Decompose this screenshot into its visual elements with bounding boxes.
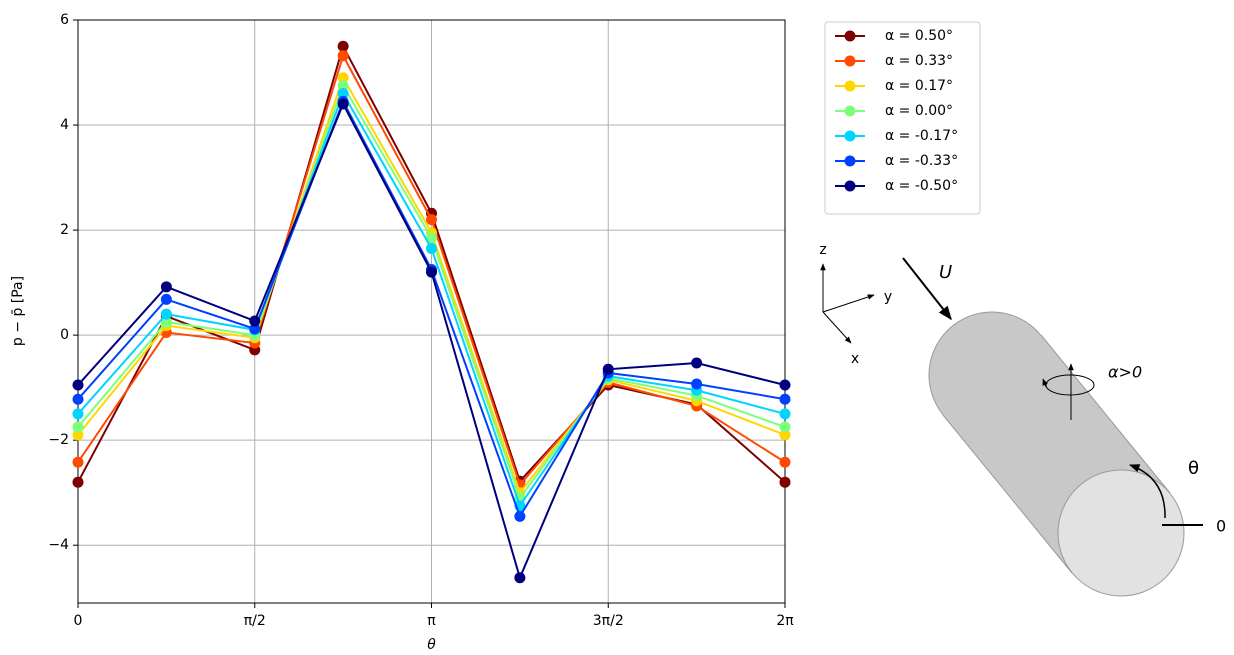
data-point [779,476,791,488]
y-tick-label: −2 [48,432,69,448]
data-point [779,429,791,441]
y-tick-label: 6 [60,12,69,28]
cylinder-edge [942,414,1073,574]
data-point [779,393,791,405]
data-point [337,40,349,52]
legend-label: α = -0.50° [885,178,958,194]
data-point [160,281,172,293]
data-point [160,308,172,320]
angle-label: θ [1188,458,1199,479]
legend-label: α = 0.00° [885,103,953,119]
legend-marker [844,155,856,167]
y-tick-label: −4 [48,537,69,553]
rotation-label: α>0 [1108,363,1142,382]
data-point [160,293,172,305]
data-point [337,50,349,62]
legend-marker [844,130,856,142]
data-point [337,88,349,100]
axis-label: z [819,242,826,258]
x-tick-label: π/2 [244,613,266,629]
legend-label: α = -0.33° [885,153,958,169]
axis-label: y [884,289,892,305]
plot-frame [77,19,786,604]
y-tick-label: 2 [60,222,69,238]
data-point [337,72,349,84]
x-tick-label: 2π [776,613,794,629]
x-axis-label: θ [427,637,436,653]
data-point [426,242,437,254]
data-point [514,510,526,522]
axis-arrow [822,294,875,313]
x-tick-label: π [427,613,436,629]
data-point [72,408,84,420]
data-point [72,429,84,441]
legend-marker [844,30,856,42]
angle-arrow [1129,464,1166,519]
cylinder-edge [1040,334,1171,494]
data-point [426,266,437,278]
series [72,98,791,584]
cylinder-front [1057,469,1185,597]
y-tick-label: 0 [60,327,69,343]
flow-arrow [902,257,952,321]
data-point [249,323,261,335]
data-point [72,379,84,391]
data-point [426,214,437,226]
data-point [160,316,172,328]
data-point [779,379,791,391]
data-point [337,98,349,110]
diagram: z y x U α>0 θ 0 [819,242,1226,597]
x-tick-label: 0 [74,613,83,629]
legend-marker [844,80,856,92]
legend-marker [844,180,856,192]
data-point [602,363,614,375]
y-axis-label: p − p̄ [Pa] [10,276,26,346]
legend-label: α = 0.17° [885,78,953,94]
legend-label: α = -0.17° [885,128,958,144]
axis-arrow [822,311,852,344]
data-point [779,408,791,420]
data-point [337,80,349,92]
data-point [691,378,703,390]
zero-label: 0 [1216,517,1226,536]
legend-marker [844,105,856,117]
legend-box [824,21,981,215]
data-point [72,476,84,488]
data-point [72,421,84,433]
data-point [691,357,703,369]
data-point [72,393,84,405]
data-point [72,456,84,468]
x-tick-label: 3π/2 [593,613,624,629]
data-point [779,421,791,433]
flow-label: U [939,262,952,283]
rotation-arrowhead [1042,378,1048,388]
data-point [426,232,437,244]
data-point [514,572,526,584]
axis-label: x [851,351,859,367]
legend-label: α = 0.50° [885,28,953,44]
data-point [779,456,791,468]
legend-label: α = 0.33° [885,53,953,69]
y-tick-label: 4 [60,117,69,133]
legend-marker [844,55,856,67]
data-point [249,315,261,327]
